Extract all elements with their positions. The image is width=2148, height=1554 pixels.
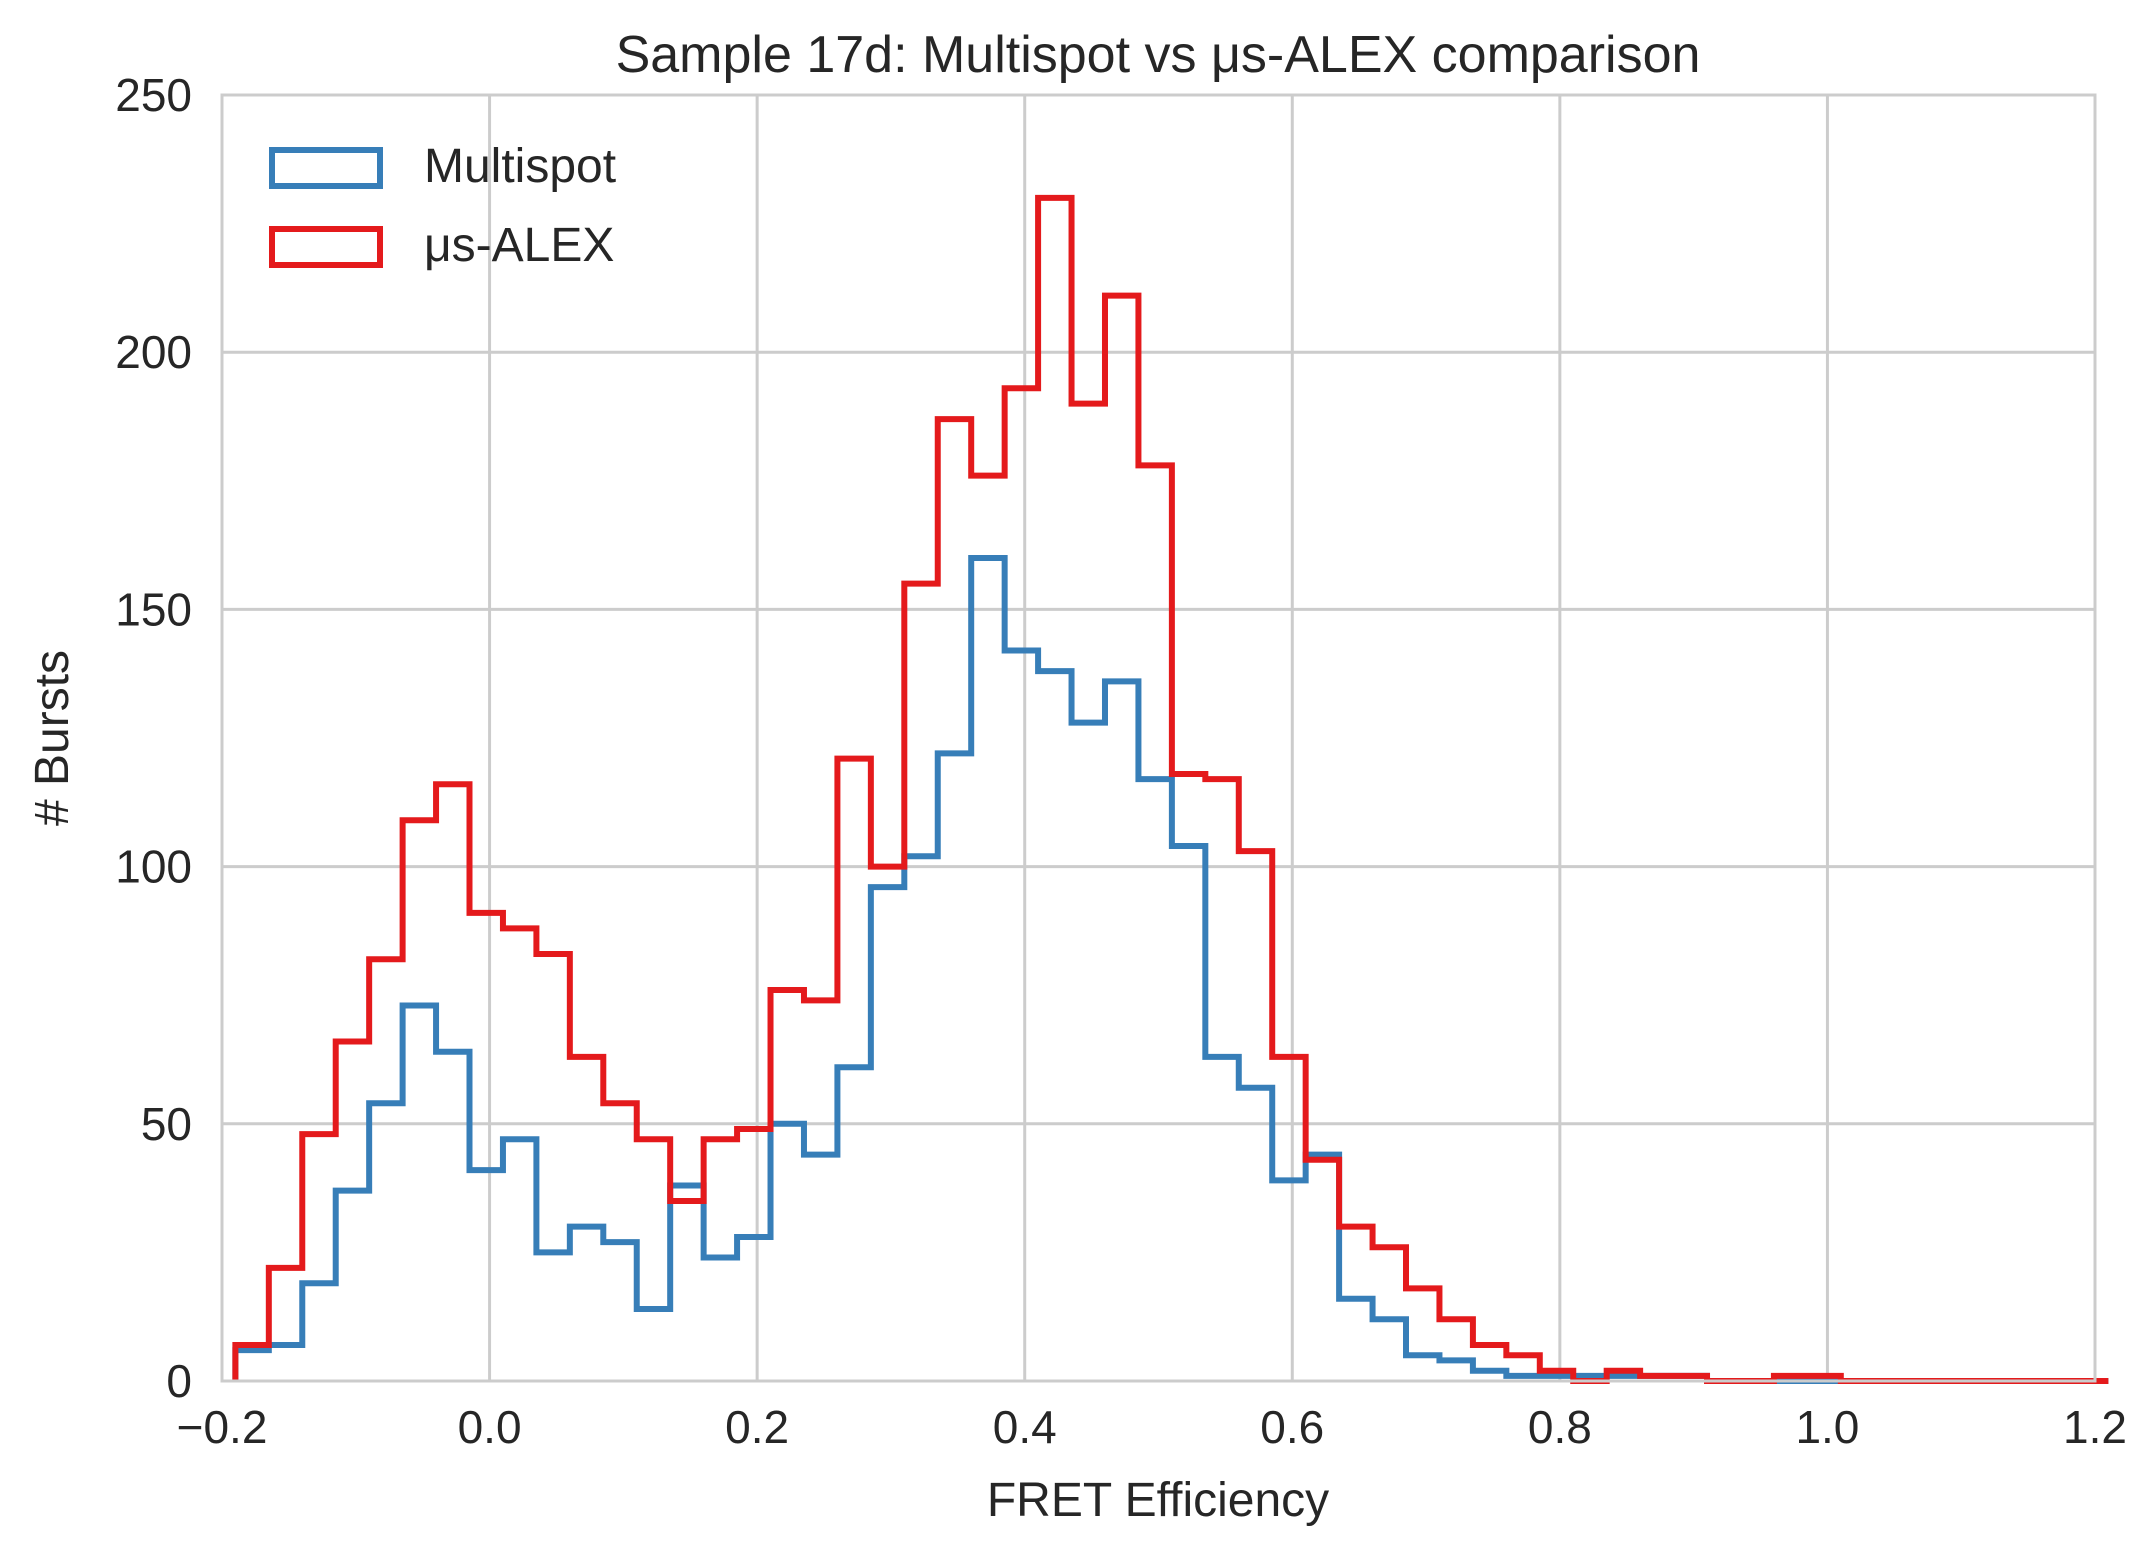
chart-title: Sample 17d: Multispot vs μs-ALEX compari… (616, 26, 1701, 84)
y-tick-label: 0 (166, 1355, 192, 1407)
series-us-alex-step-line (232, 194, 2109, 1384)
x-tick-label: −0.2 (177, 1401, 268, 1453)
legend-label: μs-ALEX (424, 219, 614, 272)
y-tick-label: 150 (115, 583, 192, 635)
y-tick-label: 200 (115, 326, 192, 378)
y-tick-label: 250 (115, 69, 192, 121)
plot-frame (220, 93, 2097, 1383)
x-tick-label: 1.0 (1795, 1401, 1859, 1453)
y-tick-label: 50 (141, 1098, 192, 1150)
x-tick-label: 0.8 (1528, 1401, 1592, 1453)
x-tick-label: 1.2 (2063, 1401, 2127, 1453)
legend-label: Multispot (424, 140, 616, 193)
x-axis-label: FRET Efficiency (987, 1474, 1329, 1527)
y-tick-labels: 0 50 100 150 200 250 (115, 69, 192, 1407)
y-tick-label: 100 (115, 841, 192, 893)
legend-swatch (269, 226, 383, 268)
legend: Multispot μs-ALEX (269, 140, 616, 272)
x-tick-label: 0.4 (993, 1401, 1057, 1453)
plot-series (232, 194, 2109, 1384)
y-axis-label: # Bursts (26, 650, 79, 826)
x-tick-labels: −0.2 0.0 0.2 0.4 0.6 0.8 1.0 1.2 (177, 1401, 2127, 1453)
x-tick-label: 0.0 (458, 1401, 522, 1453)
legend-swatch (269, 147, 383, 189)
x-tick-label: 0.6 (1260, 1401, 1324, 1453)
x-tick-label: 0.2 (725, 1401, 789, 1453)
